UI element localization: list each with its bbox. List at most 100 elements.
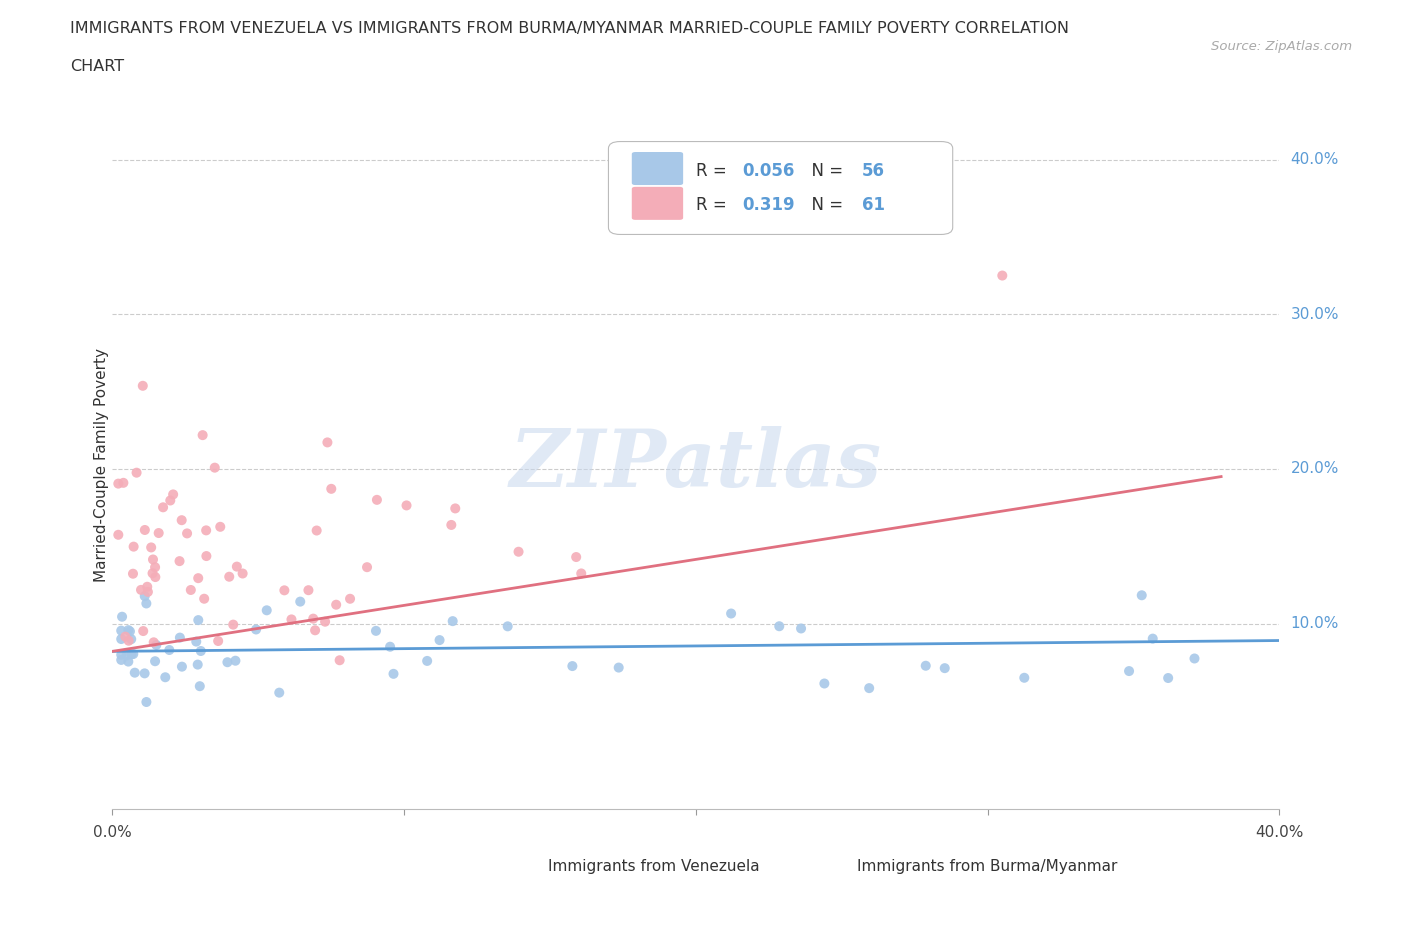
Point bbox=[193, 591, 215, 606]
Point bbox=[269, 685, 291, 700]
Point bbox=[120, 631, 142, 646]
Point bbox=[110, 653, 132, 668]
Point bbox=[142, 552, 165, 567]
Point bbox=[143, 654, 166, 669]
Point bbox=[416, 654, 439, 669]
Point bbox=[125, 465, 148, 480]
Point bbox=[316, 435, 339, 450]
Point bbox=[222, 618, 245, 632]
Point bbox=[110, 647, 132, 662]
Point bbox=[132, 624, 155, 639]
Point bbox=[143, 560, 166, 575]
Point bbox=[169, 631, 191, 645]
Point bbox=[218, 569, 240, 584]
Point bbox=[209, 519, 232, 534]
Text: 20.0%: 20.0% bbox=[1291, 461, 1339, 476]
Point bbox=[1118, 664, 1140, 679]
Point bbox=[159, 493, 181, 508]
Point bbox=[280, 612, 302, 627]
Point bbox=[768, 618, 790, 633]
Point bbox=[169, 553, 191, 568]
Point bbox=[1130, 588, 1153, 603]
Point bbox=[273, 583, 295, 598]
Point bbox=[118, 624, 141, 639]
Point bbox=[170, 512, 193, 527]
Text: N =: N = bbox=[801, 162, 848, 179]
Point bbox=[790, 621, 813, 636]
FancyBboxPatch shape bbox=[631, 152, 683, 185]
Point bbox=[118, 633, 141, 648]
Point bbox=[339, 591, 361, 606]
Point bbox=[152, 499, 174, 514]
Point bbox=[207, 633, 229, 648]
Point bbox=[858, 681, 880, 696]
Point bbox=[441, 614, 464, 629]
Point bbox=[225, 559, 247, 574]
Point bbox=[129, 582, 152, 597]
Text: 0.319: 0.319 bbox=[742, 196, 796, 215]
Point bbox=[224, 653, 246, 668]
Point bbox=[143, 569, 166, 584]
Point bbox=[135, 596, 157, 611]
Text: IMMIGRANTS FROM VENEZUELA VS IMMIGRANTS FROM BURMA/MYANMAR MARRIED-COUPLE FAMILY: IMMIGRANTS FROM VENEZUELA VS IMMIGRANTS … bbox=[70, 21, 1070, 36]
Point bbox=[1014, 671, 1036, 685]
Point bbox=[190, 644, 212, 658]
Point bbox=[134, 589, 156, 604]
Point bbox=[195, 549, 218, 564]
Text: CHART: CHART bbox=[70, 59, 124, 73]
Point bbox=[134, 523, 156, 538]
Point bbox=[429, 632, 451, 647]
Text: 61: 61 bbox=[862, 196, 884, 215]
Point bbox=[195, 523, 218, 538]
Text: Immigrants from Burma/Myanmar: Immigrants from Burma/Myanmar bbox=[858, 859, 1118, 874]
Point bbox=[134, 666, 156, 681]
Point bbox=[170, 659, 193, 674]
FancyBboxPatch shape bbox=[631, 187, 683, 219]
Text: 10.0%: 10.0% bbox=[1291, 616, 1339, 631]
Point bbox=[356, 560, 378, 575]
Point bbox=[991, 268, 1014, 283]
Point bbox=[180, 582, 202, 597]
Point bbox=[135, 695, 157, 710]
Point bbox=[117, 623, 139, 638]
Point bbox=[496, 618, 519, 633]
Point bbox=[1142, 631, 1164, 646]
Point bbox=[934, 660, 956, 675]
FancyBboxPatch shape bbox=[501, 853, 538, 881]
Text: ZIPatlas: ZIPatlas bbox=[510, 426, 882, 504]
Point bbox=[120, 647, 142, 662]
Point bbox=[132, 379, 155, 393]
Point bbox=[1184, 651, 1206, 666]
Y-axis label: Married-Couple Family Poverty: Married-Couple Family Poverty bbox=[94, 348, 108, 582]
Point bbox=[720, 606, 742, 621]
Point bbox=[305, 523, 328, 538]
Point bbox=[569, 566, 592, 581]
Point bbox=[107, 476, 129, 491]
Point bbox=[325, 597, 347, 612]
FancyBboxPatch shape bbox=[810, 853, 848, 881]
Text: 30.0%: 30.0% bbox=[1291, 307, 1339, 322]
Text: 40.0%: 40.0% bbox=[1256, 825, 1303, 840]
Point bbox=[440, 517, 463, 532]
Point bbox=[142, 635, 165, 650]
Point bbox=[304, 623, 326, 638]
Point bbox=[186, 634, 208, 649]
Point bbox=[444, 501, 467, 516]
Point bbox=[124, 665, 146, 680]
Point bbox=[141, 540, 163, 555]
Point bbox=[565, 550, 588, 565]
Point bbox=[245, 622, 267, 637]
Point bbox=[162, 487, 184, 502]
FancyBboxPatch shape bbox=[609, 141, 953, 234]
Point bbox=[110, 631, 132, 646]
Point bbox=[191, 428, 214, 443]
Point bbox=[232, 566, 254, 581]
Point bbox=[176, 526, 198, 541]
Point bbox=[256, 603, 278, 618]
Point bbox=[136, 579, 159, 594]
Point bbox=[204, 460, 226, 475]
Point bbox=[115, 648, 138, 663]
Point bbox=[188, 679, 211, 694]
Point bbox=[395, 498, 418, 512]
Point bbox=[1157, 671, 1180, 685]
